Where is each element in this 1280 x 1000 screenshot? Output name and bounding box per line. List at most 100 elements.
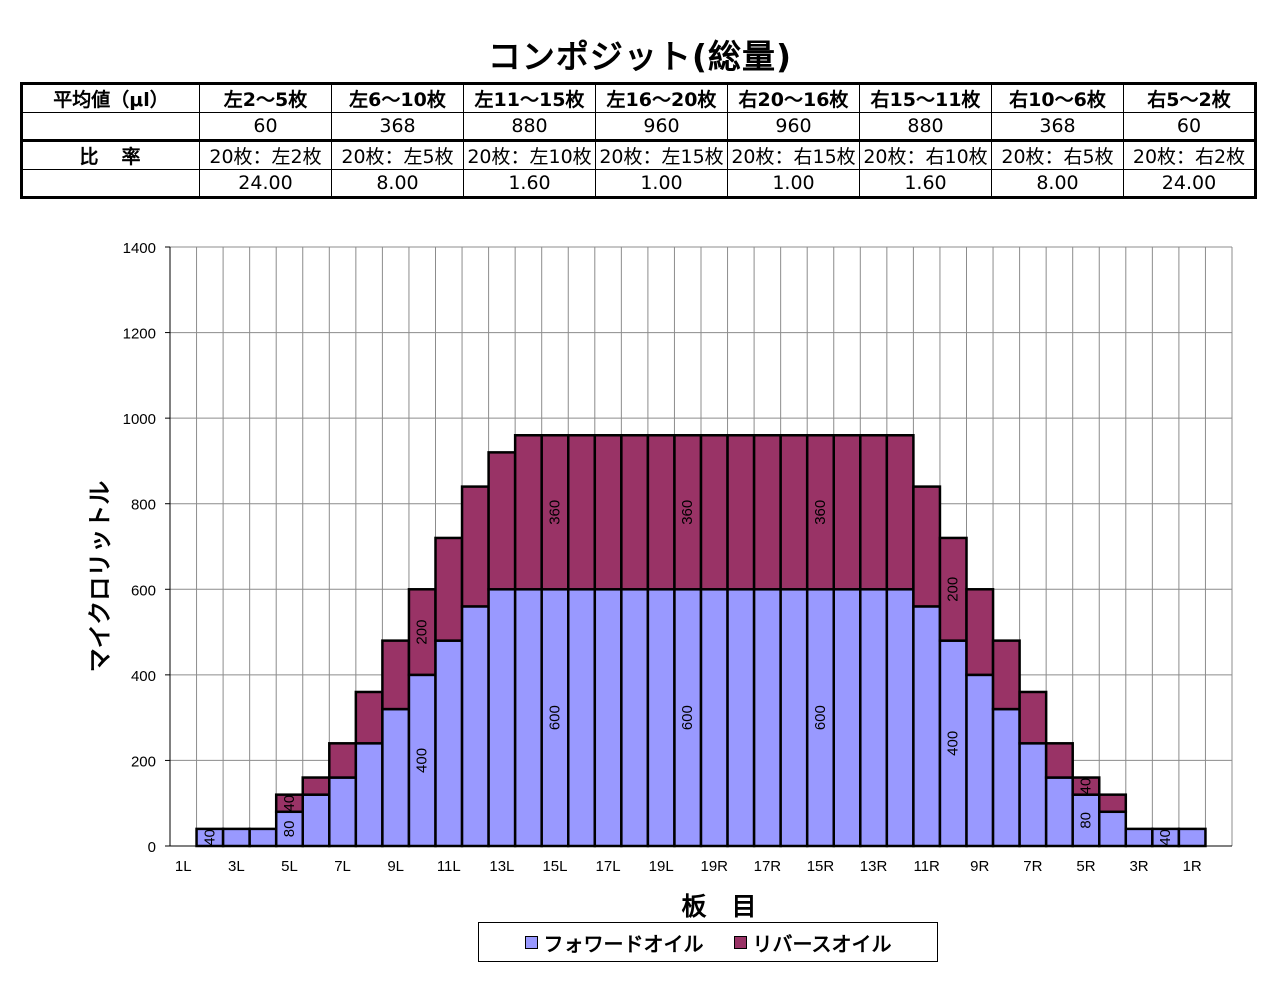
table-row-average-headers: 平均値（μl） 左2～5枚 左6～10枚 左11～15枚 左16～20枚 右20… <box>21 83 1256 113</box>
legend-item-forward: フォワードオイル <box>524 928 704 957</box>
bar-reverse-oil <box>779 434 809 591</box>
legend-item-reverse: リバースオイル <box>733 928 892 957</box>
x-tick-label: 1R <box>1183 858 1202 875</box>
table-cell: 960 <box>727 112 860 142</box>
table-cell: 24.00 <box>199 169 332 198</box>
x-tick-label: 11L <box>437 858 461 875</box>
bar-forward-oil <box>1177 827 1207 848</box>
table-cell: 960 <box>595 112 728 142</box>
bar-reverse-oil <box>354 690 384 745</box>
bar-reverse-oil <box>859 434 889 591</box>
x-tick-label: 9R <box>970 858 989 875</box>
bar-forward-oil <box>460 605 490 848</box>
table-cell: 880 <box>463 112 596 142</box>
legend-swatch-forward <box>524 935 538 949</box>
data-label: 400 <box>945 731 962 756</box>
x-tick-label: 1L <box>175 858 192 875</box>
legend-label-reverse: リバースオイル <box>752 931 892 956</box>
data-label: 80 <box>281 821 298 838</box>
table-cell: 1.60 <box>859 169 992 198</box>
bar-forward-oil <box>567 588 597 848</box>
bar-reverse-oil <box>407 588 437 677</box>
table-cell: 1.60 <box>463 169 596 198</box>
table-cell: 368 <box>331 112 464 142</box>
stacked-bar-chart: 0 200 400 600 800 1000 1200 1400 1L 3L 5L 7L 9L 11L 13… <box>86 240 1233 920</box>
bar-forward-oil <box>354 742 384 848</box>
bar-forward-oil <box>1124 827 1154 848</box>
bar-forward-oil <box>1018 742 1048 848</box>
table-cell-empty <box>21 169 200 198</box>
bar-forward-oil <box>646 588 676 848</box>
data-label: 40 <box>1077 778 1094 795</box>
table-cell: 8.00 <box>331 169 464 198</box>
bar-forward-oil <box>434 639 464 848</box>
data-label: 600 <box>812 705 829 730</box>
y-tick-label: 1200 <box>123 326 156 343</box>
bar-reverse-oil <box>487 451 517 591</box>
data-label: 360 <box>679 500 696 525</box>
table-cell: 368 <box>991 112 1124 142</box>
table-cell: 1.00 <box>727 169 860 198</box>
y-tick-label: 1400 <box>123 240 156 257</box>
bar-forward-oil <box>381 707 411 848</box>
bar-reverse-oil <box>673 434 703 591</box>
x-axis-title: 板 目 <box>681 892 756 920</box>
bar-reverse-oil <box>513 434 543 591</box>
bar-forward-oil <box>779 588 809 848</box>
y-tick-label: 800 <box>131 497 156 514</box>
column-header: 右10～6枚 <box>991 83 1124 113</box>
bar-forward-oil <box>752 588 782 848</box>
bar-forward-oil <box>540 588 570 848</box>
data-label: 600 <box>546 705 563 730</box>
column-header: 20枚：右5枚 <box>991 140 1124 170</box>
bar-forward-oil <box>513 588 543 848</box>
bar-reverse-oil <box>726 434 756 591</box>
column-header: 20枚：左5枚 <box>331 140 464 170</box>
column-header: 左16～20枚 <box>595 83 728 113</box>
column-header: 20枚：右2枚 <box>1123 140 1256 170</box>
bar-reverse-oil <box>752 434 782 591</box>
bar-reverse-oil <box>620 434 650 591</box>
table-cell: 24.00 <box>1123 169 1256 198</box>
bar-forward-oil <box>620 588 650 848</box>
table-cell: 60 <box>1123 112 1256 142</box>
bar-reverse-oil <box>991 639 1021 711</box>
x-tick-label: 15L <box>542 858 567 875</box>
column-header: 20枚：右15枚 <box>727 140 860 170</box>
y-tick-label: 0 <box>148 839 156 856</box>
bar-reverse-oil <box>1098 793 1128 814</box>
data-label: 40 <box>201 829 218 846</box>
bar-reverse-oil <box>646 434 676 591</box>
bar-reverse-oil <box>699 434 729 591</box>
summary-table: 平均値（μl） 左2～5枚 左6～10枚 左11～15枚 左16～20枚 右20… <box>20 82 1257 199</box>
x-tick-label: 17L <box>596 858 621 875</box>
data-label: 40 <box>281 795 298 812</box>
data-label: 200 <box>414 620 431 645</box>
bar-forward-oil <box>593 588 623 848</box>
data-label: 80 <box>1077 812 1094 829</box>
bar-reverse-oil <box>885 434 915 591</box>
bar-forward-oil <box>301 793 331 848</box>
y-tick-label: 600 <box>131 582 156 599</box>
y-tick-label: 400 <box>131 668 156 685</box>
data-label: 600 <box>679 705 696 730</box>
bar-forward-oil <box>699 588 729 848</box>
chart-legend: フォワードオイル リバースオイル <box>478 922 938 962</box>
bar-reverse-oil <box>1018 690 1048 745</box>
x-tick-label: 13R <box>860 858 888 875</box>
table-row-ratio-headers: 比 率 20枚：左2枚 20枚：左5枚 20枚：左10枚 20枚：左15枚 20… <box>21 140 1256 170</box>
bar-forward-oil <box>1098 810 1128 848</box>
column-header: 20枚：左2枚 <box>199 140 332 170</box>
bar-reverse-oil <box>1071 776 1101 796</box>
bar-reverse-oil <box>301 776 331 796</box>
data-label: 40 <box>1157 829 1174 846</box>
x-tick-label: 19R <box>701 858 729 875</box>
bar-reverse-oil <box>567 434 597 591</box>
bar-forward-oil <box>991 707 1021 848</box>
data-label: 400 <box>414 748 431 773</box>
table-cell: 8.00 <box>991 169 1124 198</box>
table-row-ratio-values: 24.00 8.00 1.60 1.00 1.00 1.60 8.00 24.0… <box>21 169 1256 198</box>
x-tick-label: 3L <box>228 858 245 875</box>
column-header: 右15～11枚 <box>859 83 992 113</box>
bar-forward-oil <box>487 588 517 848</box>
